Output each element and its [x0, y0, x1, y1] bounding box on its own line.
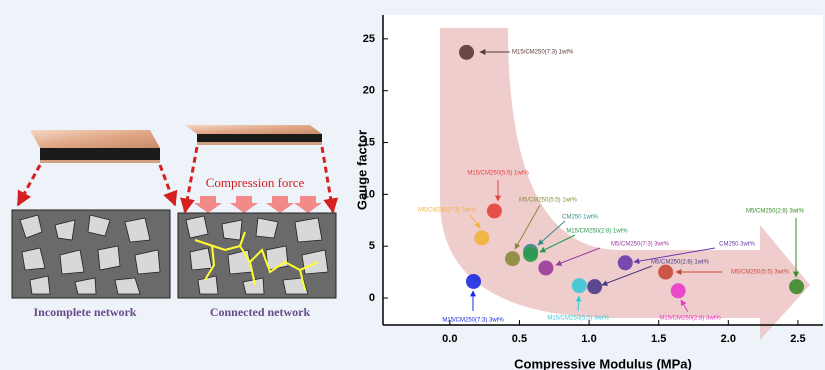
arrow	[322, 147, 333, 212]
schematic: Compression force Incomplete network Con	[12, 125, 336, 319]
figure-canvas: Compression force Incomplete network Con	[0, 0, 825, 370]
point-label: M15/CM250(7:3) 1wt%	[512, 50, 574, 56]
foam	[40, 148, 160, 160]
point	[538, 260, 553, 275]
force-arrows	[194, 196, 322, 213]
point-label: M5/CM250(5:5) 1wt%	[519, 198, 578, 204]
y-tick-label: 5	[369, 240, 375, 252]
point	[671, 283, 686, 298]
point	[572, 278, 587, 293]
point-label: M5/CM250(2:8) 1wt%	[651, 260, 710, 266]
point	[459, 45, 474, 60]
point-label: M5/CM250(7:3) 1wt%	[418, 208, 477, 214]
y-tick-label: 10	[363, 188, 375, 200]
point	[658, 265, 673, 280]
point-label: M5/CM250(7:3) 3wt%	[611, 242, 670, 248]
point-label: M15/CM250(5:5) 3wt%	[547, 316, 609, 322]
y-tick-label: 0	[369, 292, 375, 304]
electrode	[197, 142, 322, 145]
point	[618, 255, 633, 270]
y-tick-label: 25	[363, 33, 375, 45]
point	[587, 279, 602, 294]
electrode	[40, 160, 160, 163]
point-label: M15/CM250(7:3) 3wt%	[442, 318, 504, 324]
x-tick-label: 1.0	[581, 333, 596, 345]
point	[474, 230, 489, 245]
arrow	[18, 165, 40, 205]
arrow	[185, 147, 197, 212]
x-tick-label: 2.5	[790, 333, 805, 345]
point	[789, 279, 804, 294]
point-label: M5/CM250(5:5) 3wt%	[731, 270, 790, 276]
y-tick-label: 15	[363, 136, 375, 148]
arrow	[160, 165, 175, 205]
electrode	[30, 130, 160, 148]
x-tick-label: 1.5	[651, 333, 666, 345]
x-axis-label: Compressive Modulus (MPa)	[514, 356, 692, 370]
x-tick-label: 0.0	[442, 333, 457, 345]
x-tick-label: 0.5	[512, 333, 527, 345]
caption: Incomplete network	[34, 305, 137, 319]
figure: {"schematic": {"force_label": "Compressi…	[0, 0, 825, 370]
point	[523, 247, 538, 262]
point-label: CM250 3wt%	[719, 242, 755, 248]
x-tick-label: 2.0	[721, 333, 736, 345]
point	[505, 251, 520, 266]
foam	[197, 134, 322, 142]
point-label: CM250 1wt%	[562, 215, 598, 221]
caption: Connected network	[210, 305, 311, 319]
force-label: Compression force	[206, 175, 305, 190]
y-tick-label: 20	[363, 85, 375, 97]
point-label: M15/CM250(2:8) 3wt%	[659, 316, 721, 322]
point-label: M15/CM250(5:5) 1wt%	[467, 171, 529, 177]
point	[466, 274, 481, 289]
point-label: M15/CM250(2:8) 1wt%	[566, 229, 628, 235]
electrode	[185, 125, 322, 134]
point-label: M5/CM250(2:8) 3wt%	[746, 209, 805, 215]
point	[487, 203, 502, 218]
